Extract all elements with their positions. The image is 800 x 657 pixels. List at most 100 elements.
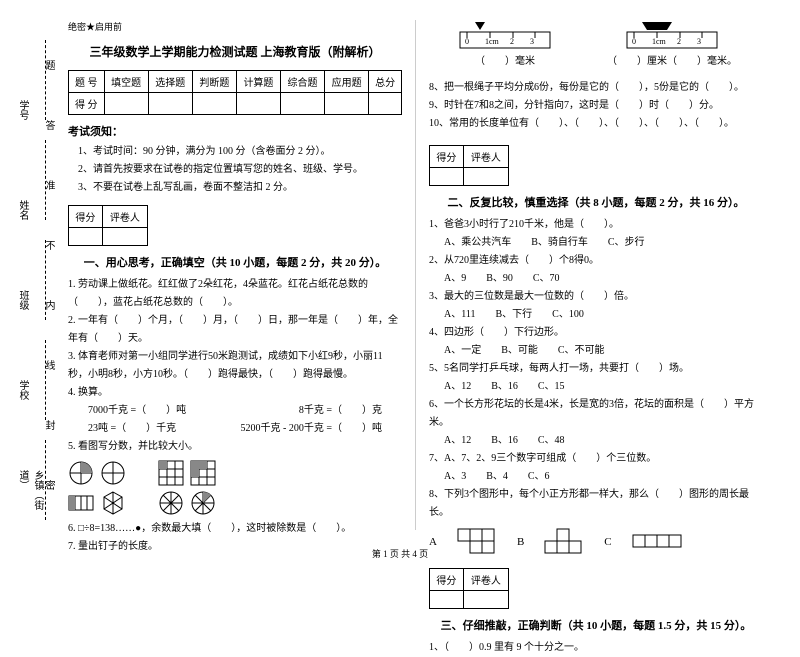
td — [369, 93, 402, 115]
s2q6: 6、一个长方形花坛的长是4米，长是宽的3倍，花坛的面积是（ ）平方米。 — [429, 396, 763, 432]
q9: 9、时针在7和8之间，分针指向7，这时是（ ）时（ ）分。 — [429, 97, 763, 115]
score-table: 题 号 填空题 选择题 判断题 计算题 综合题 应用题 总分 得 分 — [68, 70, 402, 115]
reviewer-label: 评卷人 — [102, 206, 147, 228]
ruler-icon: 0 1cm 2 3 — [622, 20, 722, 50]
grid-fraction-icon — [158, 460, 184, 486]
q4: 4. 换算。 — [68, 384, 402, 402]
td — [104, 93, 148, 115]
binding-label: 班级 — [15, 290, 30, 310]
td: 得 分 — [69, 93, 105, 115]
section3-title: 三、仔细推敲，正确判断（共 10 小题，每题 1.5 分，共 15 分）。 — [429, 617, 763, 633]
td — [192, 93, 236, 115]
th: 填空题 — [104, 71, 148, 93]
th: 计算题 — [236, 71, 280, 93]
svg-text:0: 0 — [632, 37, 636, 46]
td — [148, 93, 192, 115]
reviewer-label: 评卷人 — [463, 569, 508, 591]
notice-item: 1、考试时间：90 分钟，满分为 100 分（含卷面分 2 分）。 — [68, 143, 402, 161]
section-score-box: 得分评卷人 — [68, 205, 148, 246]
ruler-icon: 01cm23 — [455, 20, 555, 50]
fraction-shapes-row2 — [68, 490, 402, 516]
section1-title: 一、用心思考，正确填空（共 10 小题，每题 2 分，共 20 分）。 — [68, 254, 402, 270]
s2q5: 5、5名同学打乒乓球，每两人打一场，共要打（ ）场。 — [429, 360, 763, 378]
s2q8: 8、下列3个图形中，每个小正方形都一样大，那么（ ）图形的周长最长。 — [429, 486, 763, 522]
notice-head: 考试须知： — [68, 123, 402, 139]
q10: 10、常用的长度单位有（ ）、（ ）、（ ）、（ ）、（ ）。 — [429, 115, 763, 133]
reviewer-label: 评卷人 — [463, 146, 508, 168]
td — [325, 93, 369, 115]
rect-fraction-icon — [68, 490, 94, 516]
s2q3-opts: A、111 B、下行 C、100 — [429, 306, 763, 324]
q4a: 7000千克 =（ ）吨 — [88, 402, 186, 420]
seal-mark: 线 — [41, 360, 56, 370]
svg-text:3: 3 — [530, 37, 534, 46]
section-score-box: 得分评卷人 — [429, 145, 509, 186]
seal-mark: 准 — [41, 180, 56, 190]
s2q1: 1、爸爸3小时行了210千米，他是（ ）。 — [429, 216, 763, 234]
binding-label: 乡镇（街道） — [15, 470, 45, 520]
q1: 1. 劳动课上做纸花。红红做了2朵红花，4朵蓝花。红花占纸花总数的（ ），蓝花占… — [68, 276, 402, 312]
svg-text:2: 2 — [677, 37, 681, 46]
ruler-answer: （ ）毫米 — [455, 53, 555, 71]
section-score-box: 得分评卷人 — [429, 568, 509, 609]
binding-label: 姓名 — [15, 200, 30, 220]
td — [280, 93, 324, 115]
seal-mark: 密 — [41, 480, 56, 490]
td — [236, 93, 280, 115]
column-divider — [415, 20, 416, 530]
q3: 3. 体育老师对第一小组同学进行50米跑测试，成绩如下小红9秒，小丽11秒，小明… — [68, 348, 402, 384]
seal-mark: 答 — [41, 120, 56, 130]
s2q3: 3、最大的三位数是最大一位数的（ ）倍。 — [429, 288, 763, 306]
s2q1-opts: A、乘公共汽车 B、骑自行车 C、步行 — [429, 234, 763, 252]
s2q4: 4、四边形（ ）下行边形。 — [429, 324, 763, 342]
th: 选择题 — [148, 71, 192, 93]
fraction-shapes-row1 — [68, 460, 402, 486]
th: 判断题 — [192, 71, 236, 93]
circle-fraction-icon — [158, 490, 184, 516]
binding-margin: 乡镇（街道） 学校 班级 姓名 学号 密 封 线 内 不 准 答 题 — [15, 20, 55, 520]
s2q2-opts: A、9 B、90 C、70 — [429, 270, 763, 288]
secret-label: 绝密★启用前 — [68, 20, 402, 33]
ruler-answer: （ ）厘米（ ）毫米。 — [607, 53, 737, 71]
svg-text:0: 0 — [465, 37, 469, 46]
score-label: 得分 — [430, 146, 464, 168]
hex-fraction-icon — [100, 490, 126, 516]
s2q5-opts: A、12 B、16 C、15 — [429, 378, 763, 396]
ruler-group: 0 1cm 2 3 （ ）毫米 0 1cm 2 3 （ ）厘米（ ）毫米。 — [429, 20, 763, 71]
q2: 2. 一年有（ ）个月，（ ）月，（ ）日，那一年是（ ）年，全年有（ ）天。 — [68, 312, 402, 348]
score-label: 得分 — [430, 569, 464, 591]
seal-mark: 不 — [41, 240, 56, 250]
seal-mark: 内 — [41, 300, 56, 310]
q5: 5. 看图写分数，并比较大小。 — [68, 438, 402, 456]
s2q6-opts: A、12 B、16 C、48 — [429, 432, 763, 450]
s2q7: 7、A、7、2、9三个数字可组成（ ）个三位数。 — [429, 450, 763, 468]
page-container: 绝密★启用前 三年级数学上学期能力检测试题 上海教育版（附解析） 题 号 填空题… — [0, 0, 800, 540]
th: 应用题 — [325, 71, 369, 93]
q4b: 8千克 =（ ）克 — [299, 402, 382, 420]
seal-mark: 题 — [41, 60, 56, 70]
section2-title: 二、反复比较，慎重选择（共 8 小题，每题 2 分，共 16 分）。 — [429, 194, 763, 210]
circle-fraction-icon — [68, 460, 94, 486]
exam-title: 三年级数学上学期能力检测试题 上海教育版（附解析） — [68, 43, 402, 60]
circle-fraction-icon — [190, 490, 216, 516]
left-column: 绝密★启用前 三年级数学上学期能力检测试题 上海教育版（附解析） 题 号 填空题… — [60, 20, 410, 530]
binding-label: 学号 — [15, 100, 30, 120]
s2q4-opts: A、一定 B、可能 C、不可能 — [429, 342, 763, 360]
s2q7-opts: A、3 B、4 C、6 — [429, 468, 763, 486]
svg-text:1cm: 1cm — [652, 37, 667, 46]
th: 题 号 — [69, 71, 105, 93]
notice-item: 2、请首先按要求在试卷的指定位置填写您的姓名、班级、学号。 — [68, 161, 402, 179]
binding-label: 学校 — [15, 380, 30, 400]
q8: 8、把一根绳子平均分成6份，每份是它的（ ），5份是它的（ ）。 — [429, 79, 763, 97]
circle-fraction-icon — [100, 460, 126, 486]
s2q2: 2、从720里连续减去（ ）个8得0。 — [429, 252, 763, 270]
svg-text:3: 3 — [697, 37, 701, 46]
seal-mark: 封 — [41, 420, 56, 430]
right-column: 0 1cm 2 3 （ ）毫米 0 1cm 2 3 （ ）厘米（ ）毫米。 8、把一根绳子平… — [421, 20, 771, 530]
th: 总分 — [369, 71, 402, 93]
th: 综合题 — [280, 71, 324, 93]
q4d: 5200千克 - 200千克 =（ ）吨 — [241, 420, 382, 438]
score-label: 得分 — [69, 206, 103, 228]
grid-fraction-icon — [190, 460, 216, 486]
svg-text:1cm: 1cm — [485, 37, 500, 46]
